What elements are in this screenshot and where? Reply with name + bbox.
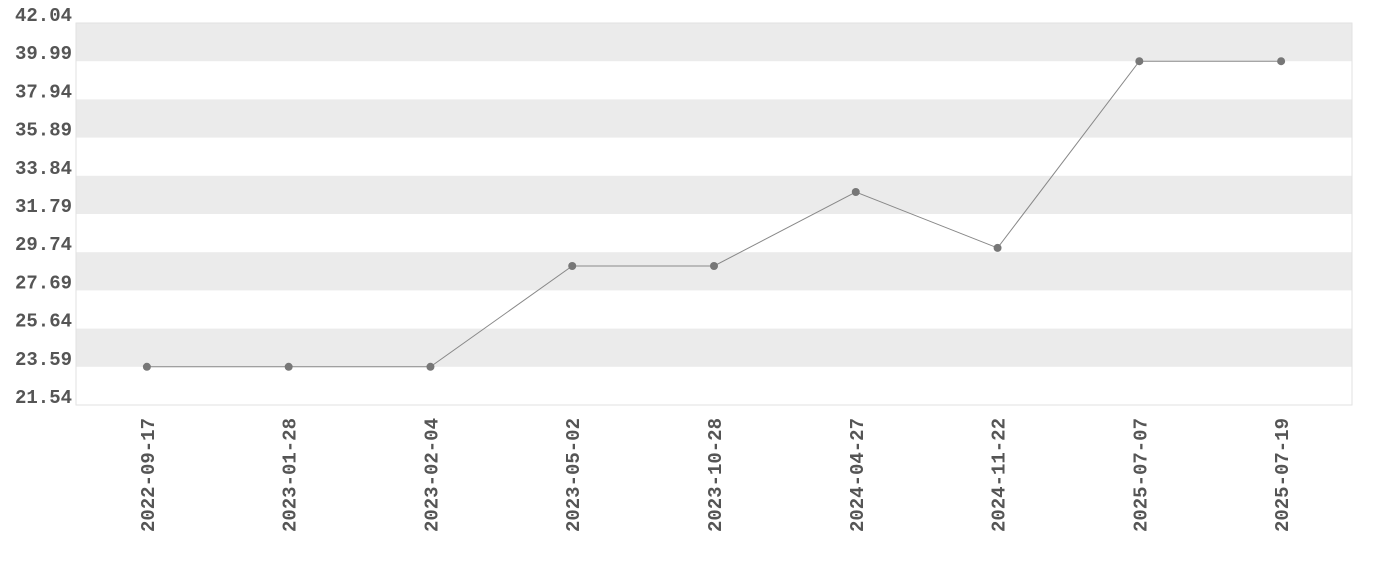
- grid-band: [76, 99, 1352, 138]
- y-tick-label: 29.74: [15, 234, 72, 256]
- data-point: [993, 243, 1002, 252]
- grid-band: [76, 252, 1352, 291]
- x-tick-label: 2023-10-28: [705, 418, 727, 532]
- grid-band: [76, 175, 1352, 214]
- y-tick-label: 37.94: [15, 81, 72, 103]
- x-tick-label: 2023-05-02: [563, 418, 585, 532]
- data-point: [1135, 57, 1144, 66]
- data-point: [284, 362, 293, 371]
- y-tick-label: 39.99: [15, 43, 72, 65]
- data-point: [1277, 57, 1286, 66]
- x-tick-label: 2025-07-07: [1130, 418, 1152, 532]
- y-tick-label: 23.59: [15, 349, 72, 371]
- x-tick-label: 2025-07-19: [1272, 418, 1294, 532]
- grid-band: [76, 23, 1352, 62]
- x-tick-label: 2023-02-04: [421, 418, 443, 532]
- x-tick-label: 2023-01-28: [280, 418, 302, 532]
- data-point: [851, 188, 860, 197]
- data-point: [426, 362, 435, 371]
- y-tick-label: 21.54: [15, 387, 72, 409]
- x-tick-label: 2024-04-27: [847, 418, 869, 532]
- y-tick-label: 25.64: [15, 311, 72, 333]
- x-tick-label: 2024-11-22: [989, 418, 1011, 532]
- y-tick-label: 35.89: [15, 120, 72, 142]
- x-tick-label: 2022-09-17: [138, 418, 160, 532]
- grid-band: [76, 328, 1352, 367]
- y-tick-label: 27.69: [15, 272, 72, 294]
- data-point: [568, 261, 577, 270]
- plot-frame: [75, 22, 1353, 406]
- y-tick-label: 33.84: [15, 158, 72, 180]
- y-tick-label: 42.04: [15, 5, 72, 27]
- data-point: [142, 362, 151, 371]
- data-point: [710, 261, 718, 270]
- y-tick-label: 31.79: [15, 196, 72, 218]
